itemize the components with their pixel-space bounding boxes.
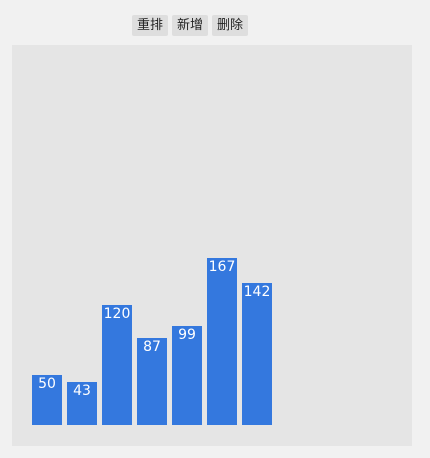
delete-button[interactable]: 删除 (212, 15, 249, 36)
bar-2[interactable]: 120 (102, 305, 132, 425)
bar-3[interactable]: 87 (137, 338, 167, 425)
bar-6[interactable]: 142 (242, 283, 272, 425)
bar-4[interactable]: 99 (172, 326, 202, 425)
bar-1[interactable]: 43 (67, 382, 97, 425)
bar-5[interactable]: 167 (207, 258, 237, 425)
bar-0[interactable]: 50 (32, 375, 62, 425)
shuffle-button[interactable]: 重排 (132, 15, 169, 36)
add-button[interactable]: 新增 (172, 15, 209, 36)
toolbar: 重排 新增 删除 (132, 15, 249, 36)
bar-chart-area: 50 43 120 87 99 167 142 (12, 45, 412, 446)
